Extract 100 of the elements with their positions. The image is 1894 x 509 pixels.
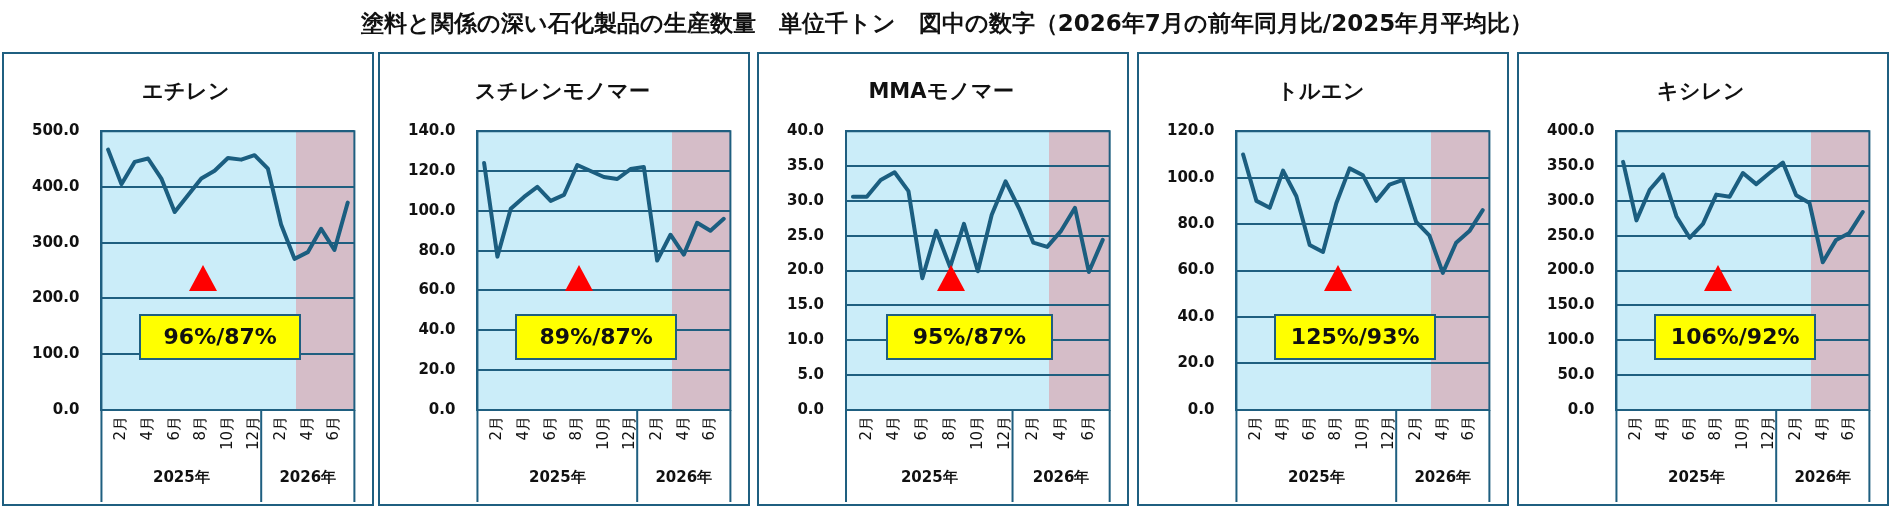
x-tick-label: 6月: [1459, 415, 1478, 441]
x-tick-label: 10月: [593, 415, 612, 451]
x-tick-label: 2月: [1023, 415, 1042, 441]
x-tick-label: 4月: [1432, 415, 1451, 441]
y-tick-label: 300.0: [1546, 190, 1595, 209]
x-tick-label: 10月: [1352, 415, 1371, 451]
y-tick-label: 120.0: [407, 160, 456, 179]
x-tick-label: 8月: [939, 415, 958, 441]
text: 塗料と関係の深い石化製品の生産数量 単位千トン 図中の数字（2026年7月の前年同月比/2025年月平均比）: [359, 9, 1535, 38]
y-tick-label: 150.0: [1546, 295, 1595, 314]
x-tick-label: 2月: [647, 415, 666, 441]
y-tick-label: 80.0: [1177, 213, 1215, 232]
y-tick-label: 300.0: [31, 232, 80, 251]
y-tick-label: 350.0: [1546, 155, 1595, 174]
x-tick-label: 12月: [995, 415, 1014, 451]
x-tick-label: 6月: [1078, 415, 1097, 441]
chart-title: トルエン: [1277, 79, 1365, 104]
y-tick-label: 500.0: [31, 121, 80, 140]
x-tick-label: 2月: [856, 415, 875, 441]
x-tick-label: 4月: [1272, 415, 1291, 441]
x-tick-label: 4月: [137, 415, 156, 441]
y-tick-label: 0.0: [797, 399, 825, 418]
y-tick-label: 5.0: [797, 364, 825, 383]
x-tick-label: 2月: [111, 415, 130, 441]
x-tick-label: 2月: [487, 415, 506, 441]
x-tick-label: 4月: [1652, 415, 1671, 441]
x-tick-label: 2月: [271, 415, 290, 441]
x-tick-label: 2月: [1406, 415, 1425, 441]
y-tick-label: 80.0: [418, 240, 456, 259]
x-tick-label: 8月: [567, 415, 586, 441]
x-tick-label: 2月: [1786, 415, 1805, 441]
y-tick-label: 60.0: [1177, 260, 1215, 279]
y-tick-label: 100.0: [31, 344, 80, 363]
annotation: 125%/93%: [1274, 314, 1437, 361]
x-tick-label: 6月: [540, 415, 559, 441]
x-tick-label: 4月: [1812, 415, 1831, 441]
x-tick-label: 4月: [513, 415, 532, 441]
x-tick-label: 6月: [1299, 415, 1318, 441]
y-tick-label: 400.0: [31, 176, 80, 195]
y-tick-label: 100.0: [1546, 330, 1595, 349]
y-tick-label: 0.0: [1187, 399, 1215, 418]
x-tick-label: 10月: [1732, 415, 1751, 451]
x-tick-label: 4月: [884, 415, 903, 441]
y-tick-label: 20.0: [418, 359, 456, 378]
x-tick-label: 6月: [700, 415, 719, 441]
text: 2025年: [1287, 467, 1345, 486]
text: 2025年: [1667, 467, 1725, 486]
y-tick-label: 50.0: [1557, 364, 1595, 383]
x-tick-label: 2月: [1246, 415, 1265, 441]
x-tick-label: 10月: [217, 415, 236, 451]
x-tick-label: 6月: [164, 415, 183, 441]
text: 2026年: [1794, 467, 1852, 486]
x-tick-label: 6月: [1839, 415, 1858, 441]
y-tick-label: 60.0: [418, 280, 456, 299]
x-tick-label: 4月: [673, 415, 692, 441]
y-tick-label: 30.0: [786, 190, 825, 209]
x-tick-label: 2月: [1626, 415, 1645, 441]
text: 2025年: [152, 467, 210, 486]
y-tick-label: 0.0: [428, 399, 456, 418]
x-tick-label: 12月: [1759, 415, 1778, 451]
x-tick-label: 12月: [620, 415, 639, 451]
y-tick-label: 40.0: [418, 320, 456, 339]
x-tick-label: 10月: [967, 415, 986, 451]
annotation: 89%/87%: [515, 314, 678, 361]
y-tick-label: 200.0: [31, 288, 80, 307]
chart-title: スチレンモノマー: [474, 79, 650, 104]
y-tick-label: 200.0: [1546, 260, 1595, 279]
y-tick-label: 250.0: [1546, 225, 1595, 244]
text: 2026年: [279, 467, 337, 486]
y-tick-label: 0.0: [52, 399, 80, 418]
x-tick-label: 12月: [1379, 415, 1398, 451]
y-tick-label: 10.0: [786, 330, 825, 349]
x-tick-label: 8月: [191, 415, 210, 441]
y-tick-label: 40.0: [786, 121, 825, 140]
chart-title: MMAモノマー: [868, 79, 1014, 104]
y-tick-label: 25.0: [786, 225, 825, 244]
y-tick-label: 140.0: [407, 121, 456, 140]
text: 2026年: [1414, 467, 1472, 486]
x-tick-label: 8月: [1326, 415, 1345, 441]
x-tick-label: 4月: [1051, 415, 1069, 441]
x-tick-label: 6月: [324, 415, 343, 441]
x-tick-label: 6月: [1679, 415, 1698, 441]
y-tick-label: 400.0: [1546, 121, 1595, 140]
y-tick-label: 120.0: [1166, 121, 1215, 140]
y-tick-label: 20.0: [1177, 353, 1215, 372]
chart-title: エチレン: [142, 79, 230, 104]
y-tick-label: 100.0: [407, 200, 456, 219]
annotation: 95%/87%: [885, 314, 1054, 361]
text: 2026年: [1032, 467, 1090, 486]
x-tick-label: 12月: [244, 415, 263, 451]
y-tick-label: 15.0: [786, 295, 825, 314]
x-tick-label: 4月: [297, 415, 316, 441]
y-tick-label: 100.0: [1166, 167, 1215, 186]
x-tick-label: 6月: [912, 415, 931, 441]
annotation: 96%/87%: [139, 314, 302, 361]
text: 2025年: [900, 467, 958, 486]
y-tick-label: 35.0: [786, 155, 825, 174]
text: 2026年: [655, 467, 713, 486]
text: 2025年: [528, 467, 586, 486]
y-tick-label: 20.0: [786, 260, 825, 279]
